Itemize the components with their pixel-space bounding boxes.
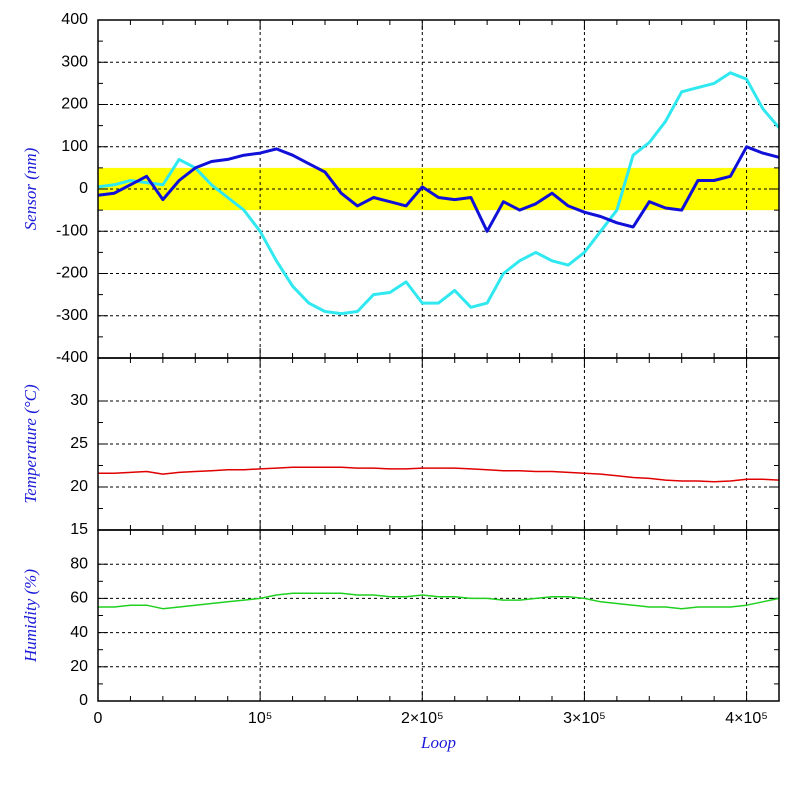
- x-tick-label: 10⁵: [248, 710, 272, 727]
- y-axis-title: Sensor (nm): [21, 147, 40, 230]
- y-tick-label: 20: [70, 478, 88, 495]
- y-tick-label: 100: [61, 138, 88, 155]
- x-tick-label: 4×10⁵: [725, 710, 768, 727]
- y-tick-label: 80: [70, 555, 88, 572]
- x-tick-label: 3×10⁵: [563, 710, 606, 727]
- x-axis-title: Loop: [420, 733, 456, 752]
- y-tick-label: 400: [61, 11, 88, 28]
- y-tick-label: 40: [70, 624, 88, 641]
- series-line: [98, 592, 780, 610]
- y-tick-label: 25: [70, 435, 88, 452]
- band: [98, 167, 779, 211]
- y-tick-label: -100: [56, 222, 88, 239]
- x-tick-label: 2×10⁵: [401, 710, 444, 727]
- y-tick-label: 300: [61, 53, 88, 70]
- series-line: [97, 71, 781, 316]
- x-tick-label: 0: [94, 710, 103, 727]
- y-tick-label: 0: [79, 692, 88, 709]
- y-axis-title: Humidity (%): [21, 569, 40, 663]
- series-line: [98, 466, 780, 483]
- y-tick-label: 200: [61, 96, 88, 113]
- y-tick-label: 30: [70, 392, 88, 409]
- y-tick-label: 60: [70, 590, 88, 607]
- series-line: [97, 145, 780, 233]
- plot-frame: [97, 529, 780, 702]
- y-axis-title: Temperature (°C): [21, 384, 40, 504]
- y-tick-label: -400: [56, 349, 88, 366]
- y-tick-label: 20: [70, 658, 88, 675]
- y-tick-label: -300: [56, 307, 88, 324]
- y-tick-label: 15: [70, 521, 88, 538]
- y-tick-label: -200: [56, 265, 88, 282]
- y-tick-label: 0: [79, 180, 88, 197]
